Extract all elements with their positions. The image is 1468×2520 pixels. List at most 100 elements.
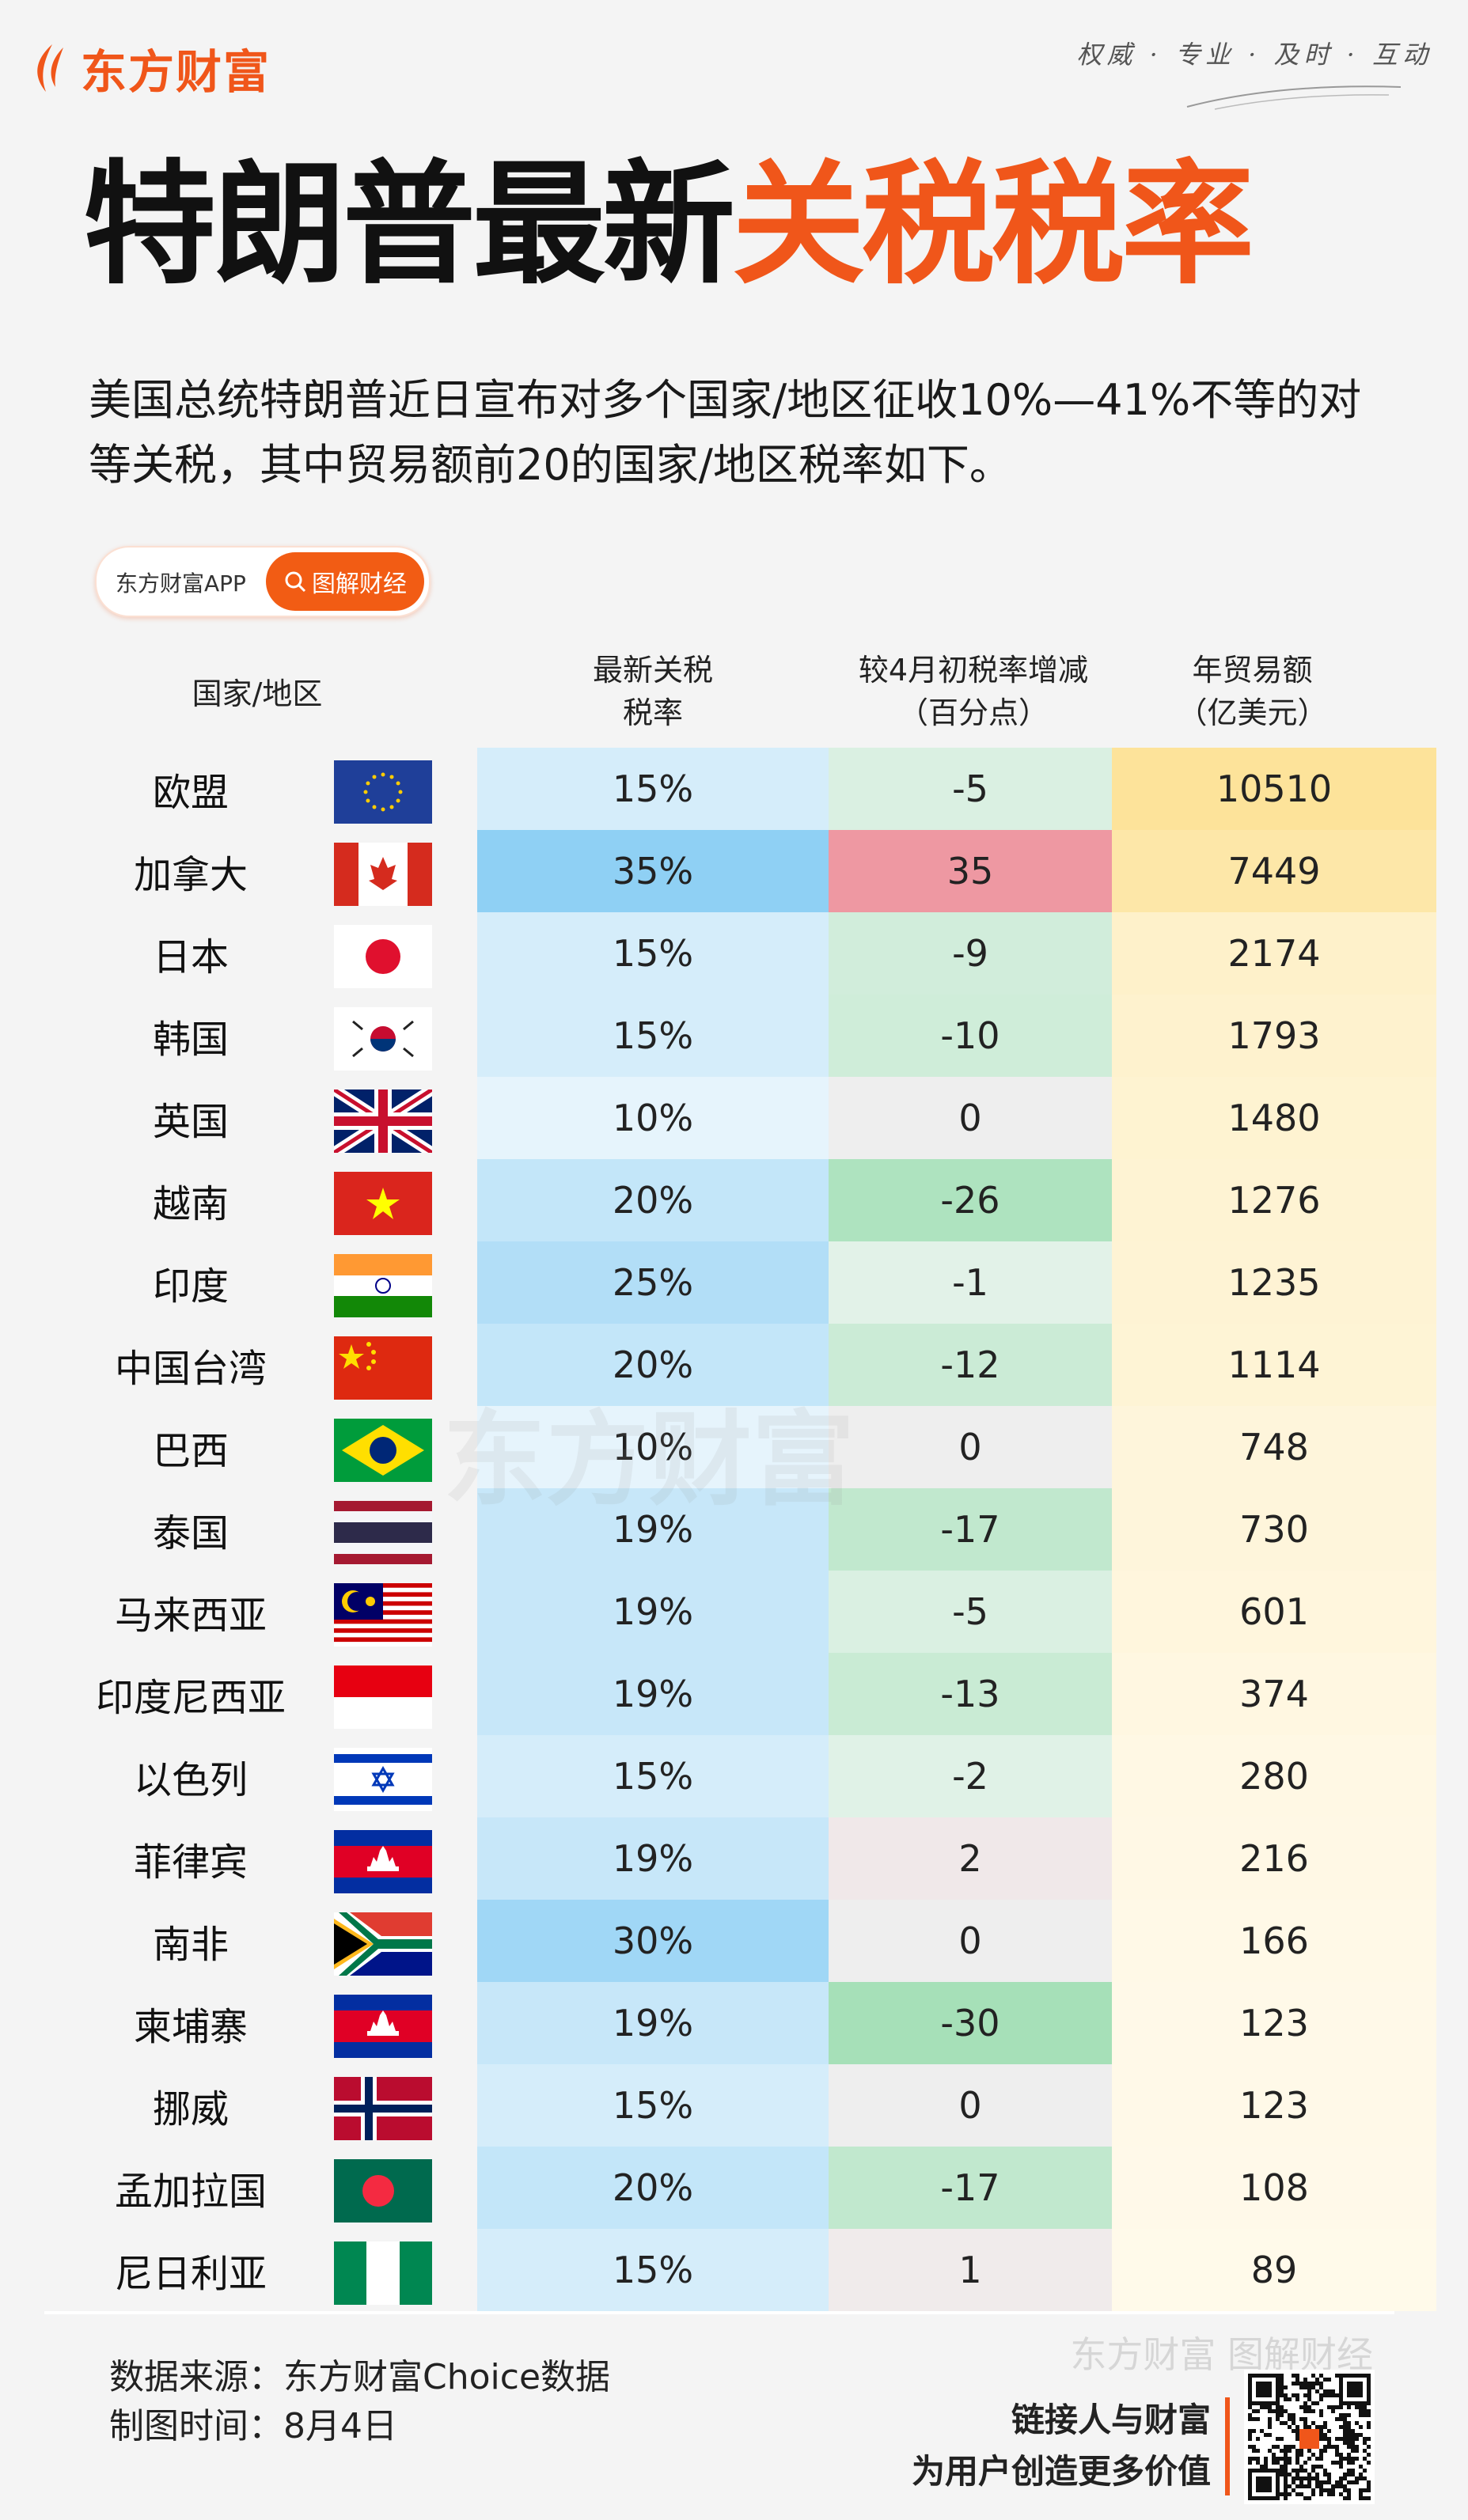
nigeria-flag-icon — [334, 2241, 432, 2305]
header-country: 国家/地区 — [192, 676, 323, 711]
country-name: 泰国 — [152, 1511, 229, 1556]
rate-change: -26 — [829, 1159, 1112, 1241]
india-flag-icon — [334, 1254, 432, 1317]
table-row: 菲律宾 19% 2 216 — [44, 1817, 1436, 1900]
rate-change: -5 — [829, 748, 1112, 830]
tariff-rate: 15% — [477, 2064, 829, 2147]
rate-change: 35 — [829, 830, 1112, 912]
rate-change: -9 — [829, 912, 1112, 995]
rate-change: -30 — [829, 1982, 1112, 2064]
table-bottom-divider — [44, 2311, 1394, 2314]
indonesia-flag-icon — [334, 1665, 432, 1729]
tariff-rate: 10% — [477, 1406, 829, 1488]
rate-change: -17 — [829, 2147, 1112, 2229]
header-trade-line1: 年贸易额 — [1192, 653, 1313, 688]
motto: 权威 · 专业 · 及时 · 互动 — [1076, 40, 1432, 70]
rate-change: -2 — [829, 1735, 1112, 1817]
annual-trade: 123 — [1112, 2064, 1436, 2147]
table-row: 加拿大 35% 35 7449 — [44, 830, 1436, 912]
table-row: 孟加拉国 20% -17 108 — [44, 2147, 1436, 2229]
table-row: 韩国 15% -10 1793 — [44, 995, 1436, 1077]
annual-trade: 280 — [1112, 1735, 1436, 1817]
country-name: 加拿大 — [133, 853, 248, 897]
table-row: 以色列 15% -2 280 — [44, 1735, 1436, 1817]
country-name: 尼日利亚 — [114, 2252, 267, 2296]
header-rate-line1: 最新关税 — [592, 653, 713, 688]
tariff-rate: 15% — [477, 2229, 829, 2311]
annual-trade: 601 — [1112, 1571, 1436, 1653]
table-row: 泰国 19% -17 730 — [44, 1488, 1436, 1571]
tariff-rate: 19% — [477, 1653, 829, 1735]
page-title: 特朗普最新关税税率 — [83, 158, 1254, 291]
country-name: 英国 — [152, 1100, 229, 1144]
japan-flag-icon — [334, 925, 432, 988]
rate-change: 1 — [829, 2229, 1112, 2311]
table-row: 柬埔寨 19% -30 123 — [44, 1982, 1436, 2064]
annual-trade: 108 — [1112, 2147, 1436, 2229]
annual-trade: 2174 — [1112, 912, 1436, 995]
qr-code[interactable] — [1244, 2370, 1375, 2504]
country-name: 挪威 — [152, 2087, 229, 2132]
annual-trade: 7449 — [1112, 830, 1436, 912]
annual-trade: 1793 — [1112, 995, 1436, 1077]
slogan-line1: 链接人与财富 — [1011, 2401, 1211, 2439]
cambodia-flag-icon — [334, 1995, 432, 2058]
country-name: 菲律宾 — [133, 1840, 248, 1885]
tariff-rate: 20% — [477, 1159, 829, 1241]
brand-logo: 东方财富 — [28, 35, 271, 101]
country-name: 孟加拉国 — [114, 2169, 267, 2214]
header-trade: 年贸易额 （亿美元） — [1112, 649, 1393, 734]
table-row: 印度 25% -1 1235 — [44, 1241, 1436, 1324]
rate-change: 0 — [829, 1900, 1112, 1982]
country-name: 巴西 — [152, 1429, 229, 1473]
app-search-pill[interactable]: 东方财富APP 图解财经 — [95, 546, 431, 617]
search-button-label: 图解财经 — [312, 570, 407, 598]
tariff-rate: 15% — [477, 748, 829, 830]
header-change-line1: 较4月初税率增减 — [858, 653, 1089, 688]
search-icon — [285, 571, 306, 593]
header-change: 较4月初税率增减 （百分点） — [815, 649, 1132, 734]
country-name: 柬埔寨 — [133, 2005, 248, 2049]
malaysia-flag-icon — [334, 1583, 432, 1647]
table-row: 巴西 10% 0 748 — [44, 1406, 1436, 1488]
annual-trade: 166 — [1112, 1900, 1436, 1982]
tariff-rate: 10% — [477, 1077, 829, 1159]
annual-trade: 1235 — [1112, 1241, 1436, 1324]
title-black: 特朗普最新 — [83, 147, 735, 302]
table-row: 英国 10% 0 1480 — [44, 1077, 1436, 1159]
annual-trade: 374 — [1112, 1653, 1436, 1735]
rate-change: -1 — [829, 1241, 1112, 1324]
intro-text: 美国总统特朗普近日宣布对多个国家/地区征收10%—41%不等的对等关税，其中贸易… — [89, 375, 1362, 490]
table-row: 日本 15% -9 2174 — [44, 912, 1436, 995]
brazil-flag-icon — [334, 1419, 432, 1482]
watermark: 东方财富 — [443, 1400, 855, 1520]
annual-trade: 1276 — [1112, 1159, 1436, 1241]
bangladesh-flag-icon — [334, 2159, 432, 2223]
country-name: 越南 — [152, 1182, 229, 1226]
table-row: 中国台湾 20% -12 1114 — [44, 1324, 1436, 1406]
cambodia-flag-icon — [334, 1830, 432, 1893]
annual-trade: 123 — [1112, 1982, 1436, 2064]
country-name: 马来西亚 — [114, 1593, 267, 1638]
slogan-line2: 为用户创造更多价值 — [911, 2452, 1211, 2491]
slogan-accent-bar — [1225, 2397, 1230, 2495]
annual-trade: 89 — [1112, 2229, 1436, 2311]
table-row: 南非 30% 0 166 — [44, 1900, 1436, 1982]
rate-change: -12 — [829, 1324, 1112, 1406]
china-flag-icon — [334, 1336, 432, 1400]
rate-change: 0 — [829, 1406, 1112, 1488]
tariff-rate: 20% — [477, 2147, 829, 2229]
vietnam-flag-icon — [334, 1172, 432, 1235]
header-change-line2: （百分点） — [897, 695, 1049, 730]
tariff-rate: 30% — [477, 1900, 829, 1982]
tariff-rate: 19% — [477, 1488, 829, 1571]
tariff-rate: 35% — [477, 830, 829, 912]
header-rate: 最新关税 税率 — [477, 649, 829, 734]
rate-change: 0 — [829, 2064, 1112, 2147]
search-button[interactable]: 图解财经 — [266, 552, 424, 611]
table-row: 尼日利亚 15% 1 89 — [44, 2229, 1436, 2311]
country-name: 印度 — [152, 1264, 229, 1309]
header-rate-line2: 税率 — [622, 695, 683, 730]
tariff-rate: 15% — [477, 1735, 829, 1817]
rate-change: -13 — [829, 1653, 1112, 1735]
